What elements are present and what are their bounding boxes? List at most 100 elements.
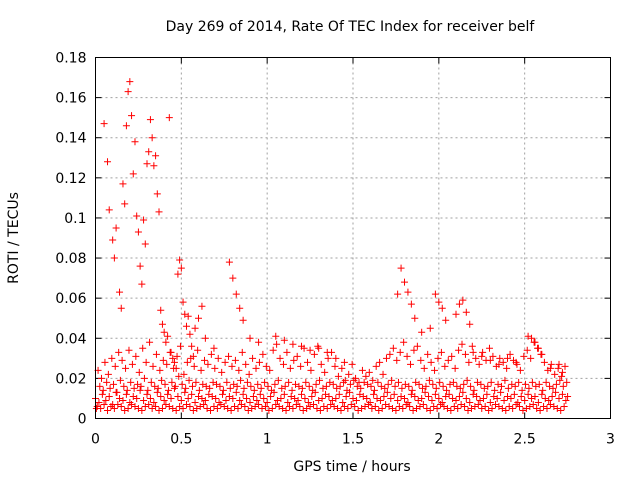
data-point [111,362,119,370]
data-point [239,316,247,324]
data-point [152,152,160,160]
data-point [465,358,473,366]
data-point [547,360,555,368]
data-point [255,338,263,346]
data-point [390,390,398,398]
data-point [167,394,175,402]
data-point [543,404,551,412]
data-point [149,362,157,370]
data-point [276,354,284,362]
data-point [272,332,280,340]
data-point [435,298,443,306]
data-point [236,396,244,404]
data-point [259,350,267,358]
data-point [125,346,133,354]
data-point [434,354,442,362]
data-point [106,384,114,392]
data-point [118,356,126,364]
data-point [364,400,372,408]
data-point [100,400,108,408]
data-point [322,382,330,390]
y-tick-label: 0.12 [55,171,86,187]
data-point [456,384,464,392]
data-point [127,378,135,386]
data-point [110,380,118,388]
data-point [236,304,244,312]
data-point [536,406,544,414]
data-point [128,360,136,368]
data-point [486,356,494,364]
data-point [261,378,269,386]
data-point [451,364,459,372]
data-point [552,380,560,388]
data-point [551,370,559,378]
data-point [155,208,163,216]
data-point [346,380,354,388]
data-point [140,396,148,404]
data-point [563,378,571,386]
data-point [493,394,501,402]
data-point [190,362,198,370]
data-point [255,400,263,408]
data-point [260,394,268,402]
data-point [437,348,445,356]
data-point [126,78,134,86]
data-point [334,372,342,380]
data-point [425,392,433,400]
data-point [542,378,550,386]
data-point [218,368,226,376]
data-point [411,314,419,322]
data-point [358,366,366,374]
data-point [228,362,236,370]
data-point [442,316,450,324]
data-point [470,386,478,394]
data-point [170,358,178,366]
data-point [285,378,293,386]
data-point [336,382,344,390]
data-point [310,350,318,358]
data-point [461,402,469,410]
data-point [153,388,161,396]
data-point [342,392,350,400]
data-point [117,402,125,410]
data-point [455,300,463,308]
data-point [171,382,179,390]
data-point [512,358,520,366]
data-point [280,390,288,398]
data-point [441,362,449,370]
data-point [241,402,249,410]
data-point [462,394,470,402]
data-point [289,404,297,412]
data-point [246,398,254,406]
data-point [393,356,401,364]
data-point [306,346,314,354]
data-points [92,78,572,414]
data-point [129,170,137,178]
data-point [192,378,200,386]
data-point [394,396,402,404]
data-point [500,396,508,404]
data-point [160,396,168,404]
data-point [365,368,373,376]
data-point [379,370,387,378]
data-point [189,352,197,360]
data-point [383,388,391,396]
x-tick-label: 2 [434,432,443,448]
data-point [443,386,451,394]
data-point [122,364,130,372]
data-point [466,398,474,406]
data-point [534,398,542,406]
y-tick-label: 0.08 [55,251,86,267]
data-point [504,354,511,362]
data-point [294,396,302,404]
data-point [431,366,439,374]
data-point [184,312,192,320]
data-point [382,354,390,362]
data-point [436,378,444,386]
data-point [448,352,456,360]
data-point [497,382,505,390]
data-point [219,386,227,394]
data-point [133,212,141,220]
data-point [398,384,406,392]
